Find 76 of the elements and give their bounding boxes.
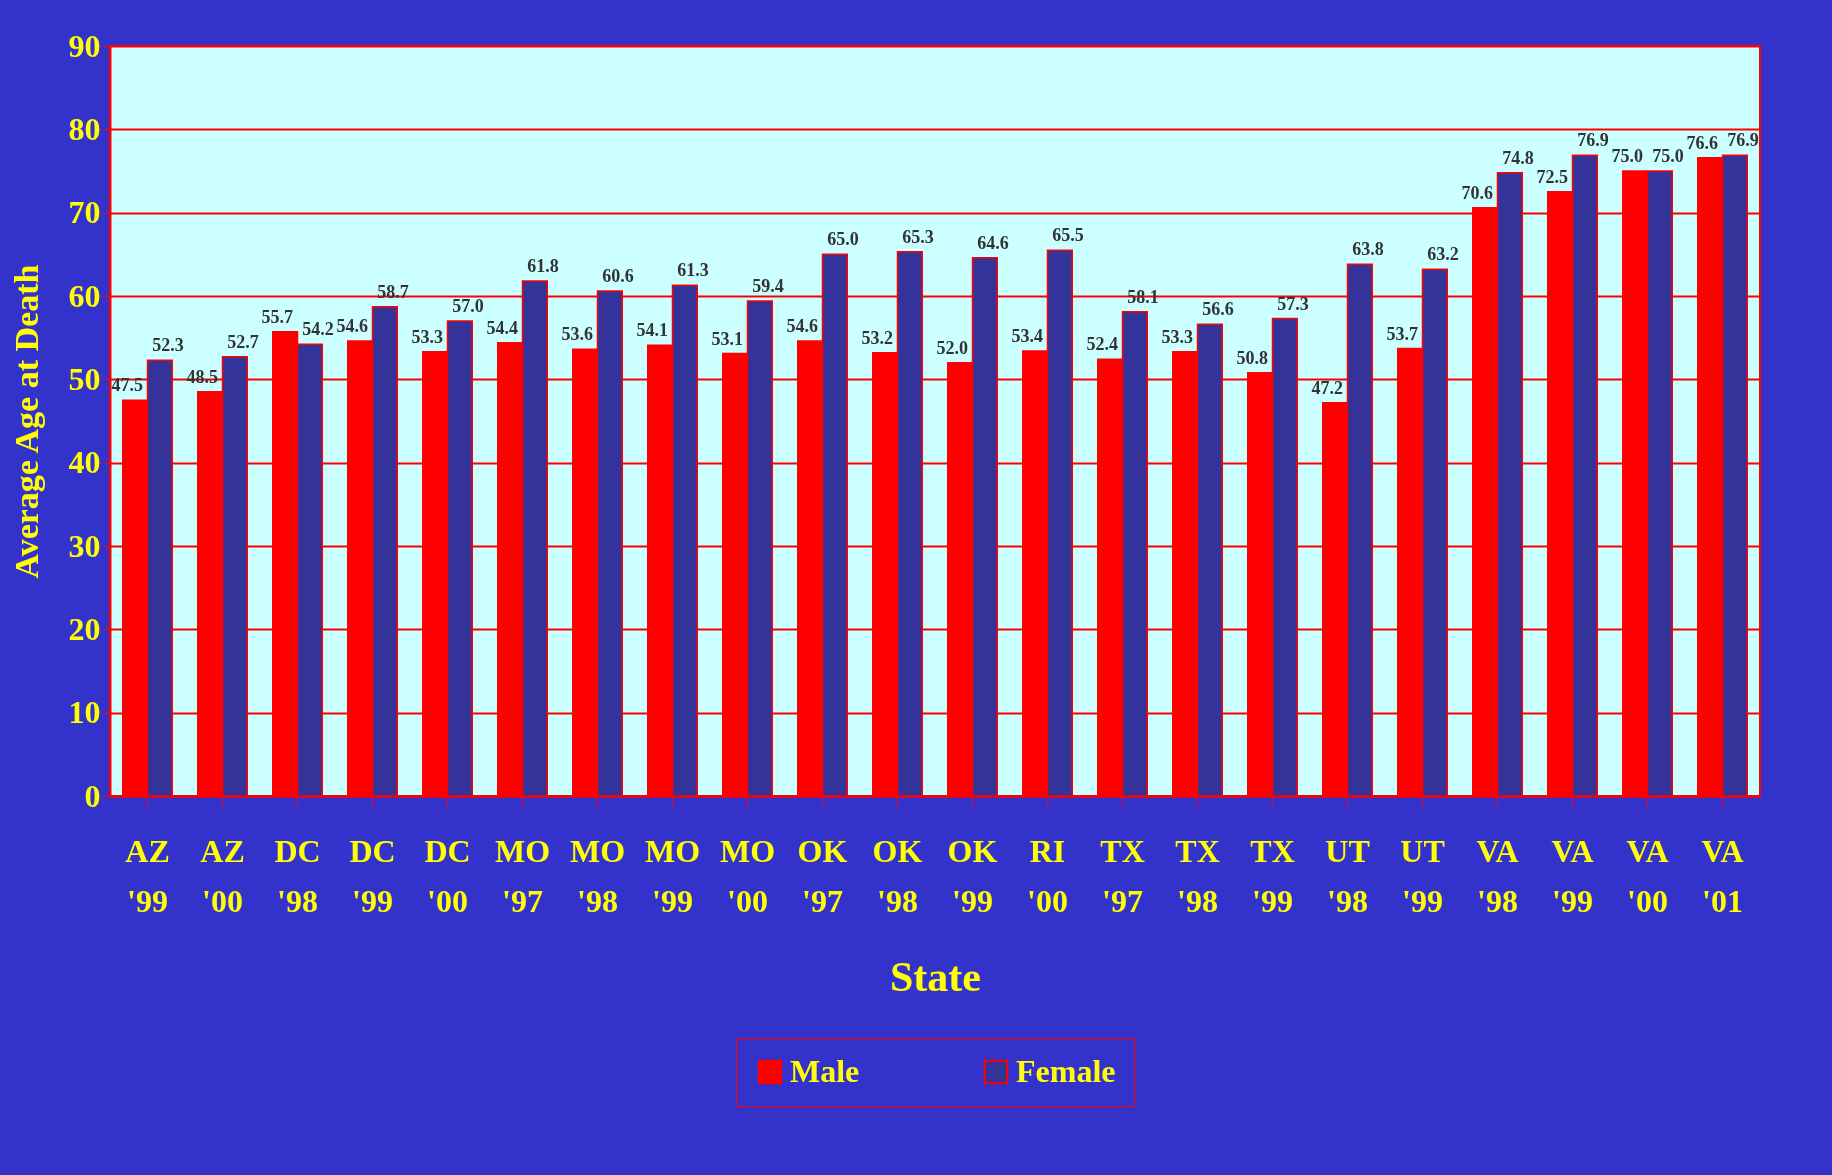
data-label: 76.9 xyxy=(1727,130,1759,151)
x-tick-label: VA '98 xyxy=(1476,832,1519,919)
y-tick-label: 10 xyxy=(68,694,101,731)
y-tick-label: 90 xyxy=(68,27,101,64)
y-tick-label: 80 xyxy=(68,110,101,147)
x-tick-label: OK '97 xyxy=(797,832,848,919)
x-tick-label: TX '99 xyxy=(1250,832,1295,919)
data-label: 52.3 xyxy=(152,335,184,356)
data-label: 59.4 xyxy=(752,276,784,296)
data-label: 60.6 xyxy=(602,266,634,286)
x-tick-label: VA '99 xyxy=(1551,832,1594,919)
data-label: 76.9 xyxy=(1577,130,1609,151)
data-label: 75.0 xyxy=(1652,146,1684,166)
x-tick-label: VA '00 xyxy=(1626,832,1669,919)
data-label: 50.8 xyxy=(1236,347,1268,368)
data-label: 53.6 xyxy=(561,324,593,345)
data-label: 53.7 xyxy=(1386,323,1418,344)
data-label: 53.4 xyxy=(1011,326,1043,346)
data-label: 76.6 xyxy=(1686,132,1718,153)
data-label: 65.5 xyxy=(1052,225,1084,246)
y-tick-label: 0 xyxy=(84,777,101,814)
data-label: 54.6 xyxy=(786,316,818,336)
x-tick-label: VA '01 xyxy=(1701,832,1744,919)
data-label: 75.0 xyxy=(1611,146,1643,166)
x-tick-label: UT '98 xyxy=(1325,832,1370,919)
x-tick-label: MO '99 xyxy=(644,832,701,919)
data-label: 54.1 xyxy=(636,320,668,341)
x-tick-label: AZ '00 xyxy=(200,832,245,919)
data-label: 65.3 xyxy=(902,226,934,247)
y-tick-label: 60 xyxy=(68,277,101,314)
data-label: 54.4 xyxy=(486,317,518,338)
data-label: 57.0 xyxy=(452,296,484,316)
data-label: 55.7 xyxy=(261,306,293,327)
data-label: 61.3 xyxy=(677,260,709,281)
data-label: 64.6 xyxy=(977,232,1009,253)
y-axis-title: Average Age at Death xyxy=(7,264,45,579)
x-tick-label: DC '00 xyxy=(424,832,471,919)
data-label: 53.3 xyxy=(1161,326,1193,347)
x-tick-label: OK '99 xyxy=(947,832,998,919)
data-label: 52.7 xyxy=(227,331,259,352)
x-tick-label: AZ '99 xyxy=(125,832,170,919)
data-label: 65.0 xyxy=(827,229,859,250)
data-label: 54.6 xyxy=(336,316,368,336)
x-tick-label: MO '00 xyxy=(719,832,776,919)
x-axis-title: State xyxy=(890,953,981,1000)
x-tick-label: TX '97 xyxy=(1100,832,1145,919)
data-label: 53.3 xyxy=(411,326,443,347)
x-tick-label: OK '98 xyxy=(872,832,923,919)
x-tick-label: DC '98 xyxy=(274,832,321,919)
data-label: 52.4 xyxy=(1086,334,1118,355)
data-label: 72.5 xyxy=(1536,166,1568,187)
data-label: 57.3 xyxy=(1277,293,1309,314)
y-tick-label: 30 xyxy=(68,527,101,564)
x-tick-label: DC '99 xyxy=(349,832,396,919)
data-label: 70.6 xyxy=(1461,182,1493,203)
legend-label: Female xyxy=(1016,1053,1116,1089)
data-label: 54.2 xyxy=(302,319,334,340)
y-tick-label: 40 xyxy=(68,444,101,481)
x-tick-label: MO '97 xyxy=(494,832,551,919)
legend-label: Male xyxy=(790,1053,860,1089)
y-tick-label: 50 xyxy=(68,360,101,397)
data-label: 63.8 xyxy=(1352,239,1384,260)
y-tick-label: 70 xyxy=(68,194,101,231)
data-label: 47.2 xyxy=(1311,377,1343,398)
data-label: 74.8 xyxy=(1502,147,1534,168)
y-tick-label: 20 xyxy=(68,610,101,647)
data-label: 53.2 xyxy=(861,327,893,348)
data-label: 52.0 xyxy=(936,337,968,358)
x-tick-label: TX '98 xyxy=(1175,832,1220,919)
data-label: 56.6 xyxy=(1202,299,1234,320)
data-label: 61.8 xyxy=(527,256,559,276)
x-tick-label: UT '99 xyxy=(1400,832,1445,919)
data-label: 53.1 xyxy=(711,328,743,349)
x-tick-label: MO '98 xyxy=(569,832,626,919)
x-tick-label: RI '00 xyxy=(1027,832,1068,919)
data-label: 63.2 xyxy=(1427,244,1459,265)
